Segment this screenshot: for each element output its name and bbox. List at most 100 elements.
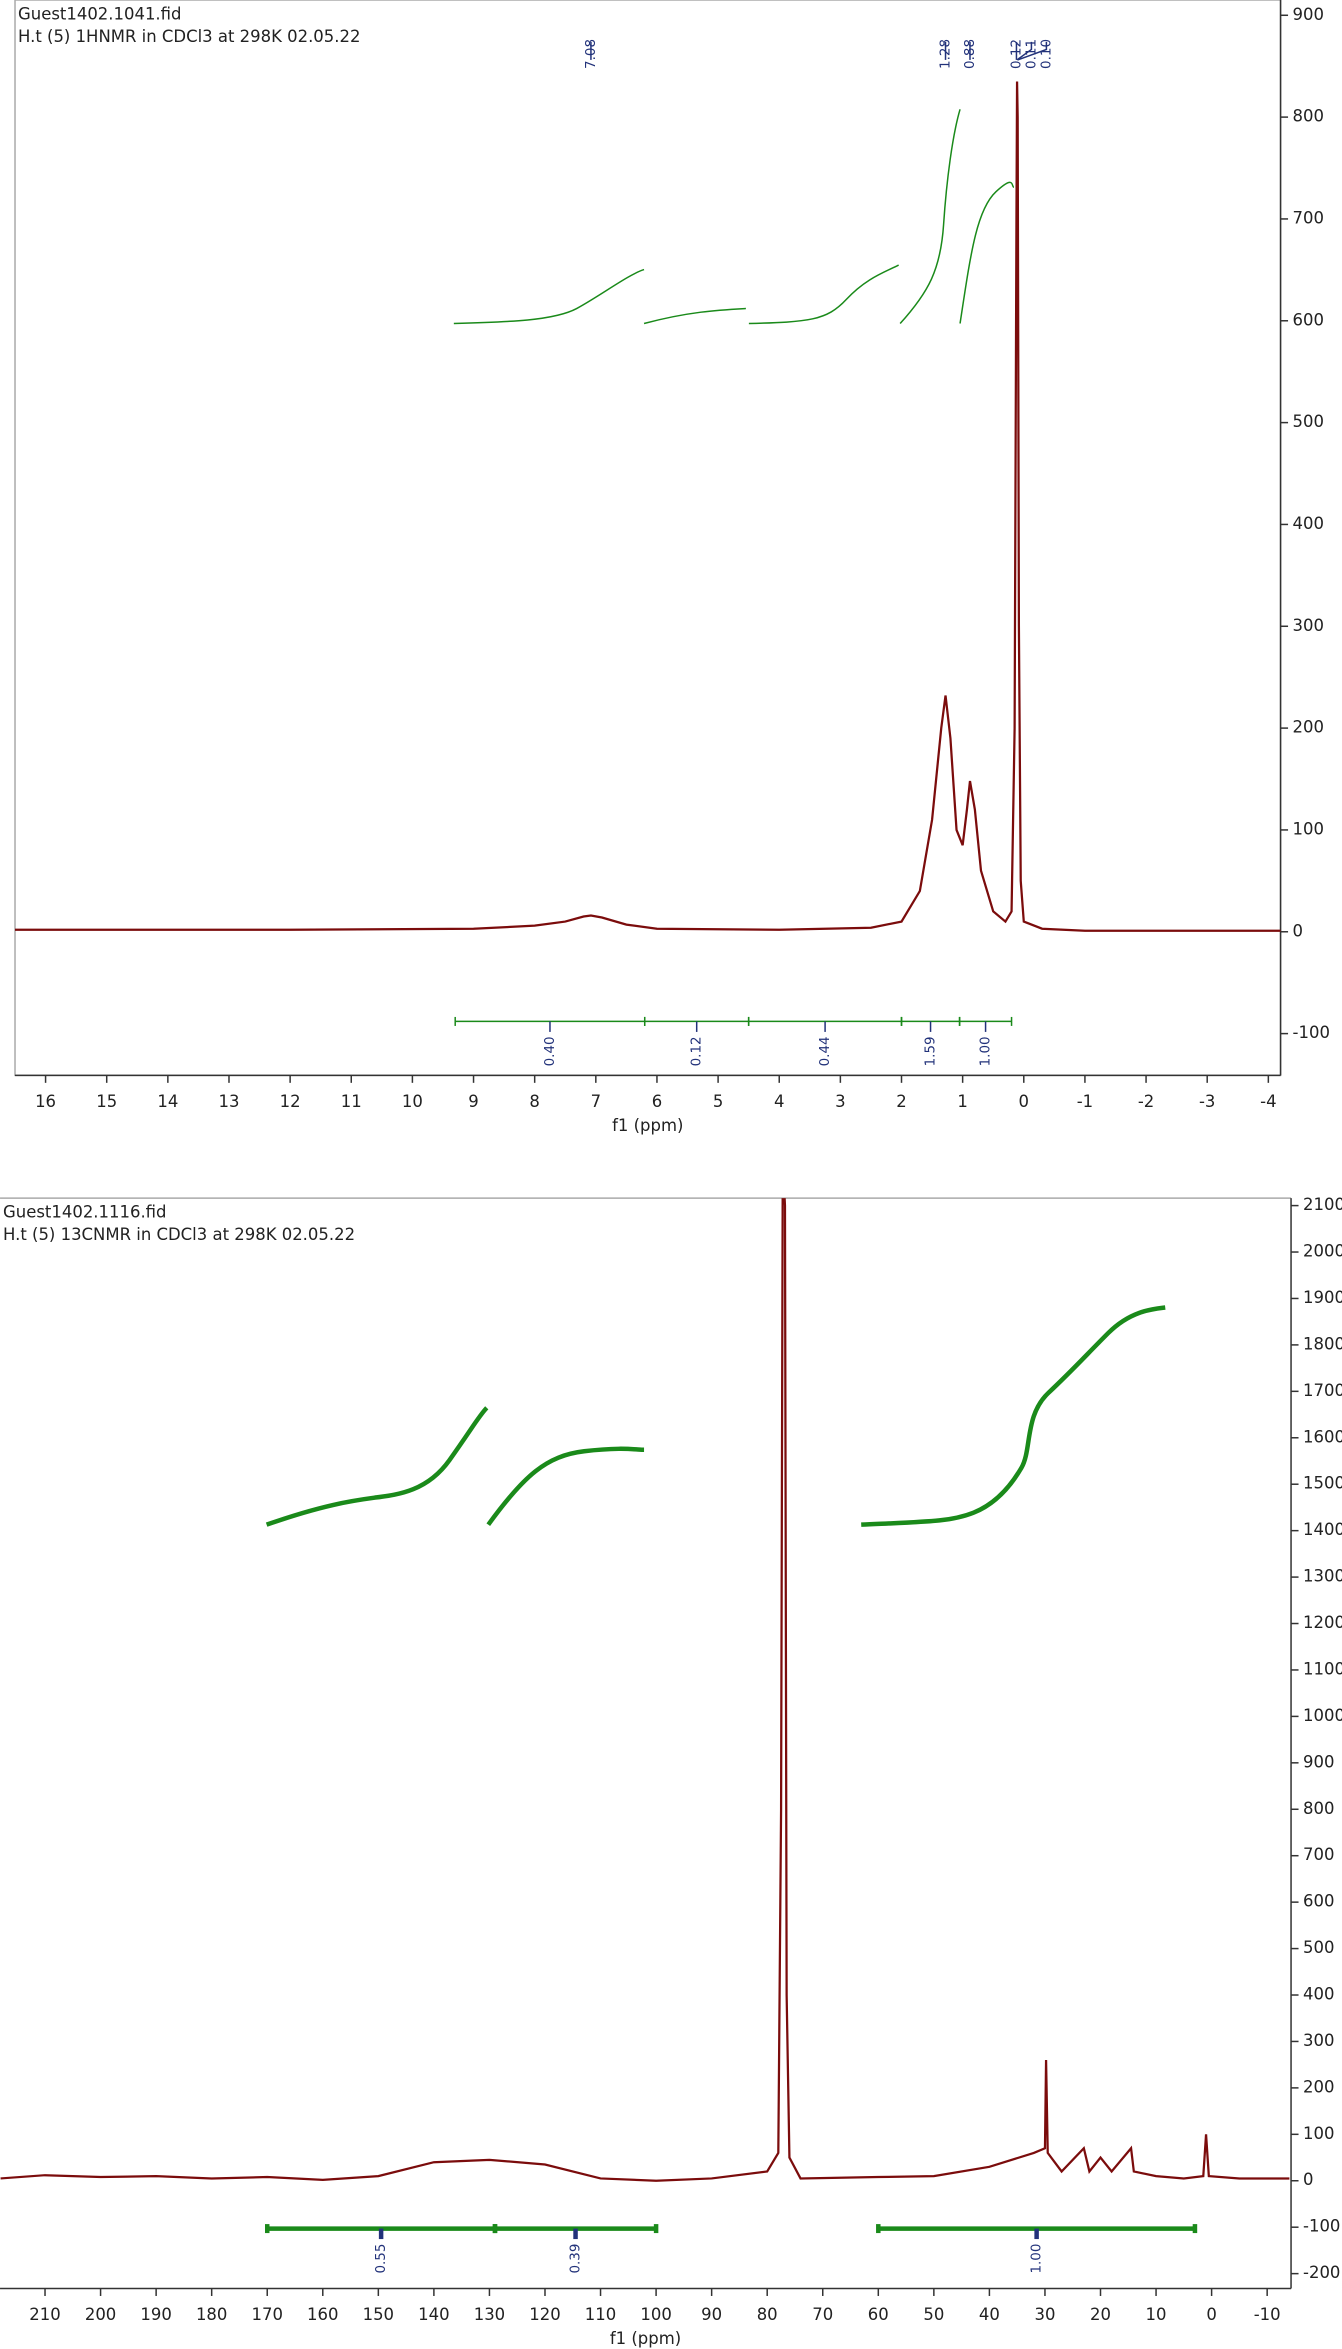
integral-label: 0.39 <box>568 2244 584 2274</box>
y-tick-label: 800 <box>1303 1799 1334 1818</box>
y-tick-label: -200 <box>1303 2263 1340 2282</box>
y-tick-label: 1400 <box>1303 1520 1342 1539</box>
y-tick-label: 600 <box>1293 310 1324 329</box>
y-tick-label: 2100 <box>1303 1195 1342 1214</box>
x-tick-label: 90 <box>701 2305 722 2324</box>
y-tick-label: 1000 <box>1303 1706 1342 1725</box>
x-tick-label: -2 <box>1138 1092 1154 1111</box>
x-tick-label: 10 <box>402 1092 423 1111</box>
x-tick-label: 8 <box>529 1092 539 1111</box>
x-tick-label: 14 <box>157 1092 178 1111</box>
x-tick-label: -1 <box>1077 1092 1093 1111</box>
integral-curve <box>899 109 961 325</box>
x-tick-label: 50 <box>923 2305 944 2324</box>
x-tick-label: 3 <box>835 1092 845 1111</box>
y-tick-label: -100 <box>1293 1023 1330 1042</box>
y-tick-label: 2000 <box>1303 1242 1342 1261</box>
spectrum-line <box>15 81 1281 932</box>
y-tick-label: 700 <box>1303 1845 1334 1864</box>
y-tick-label: 100 <box>1303 2124 1334 2143</box>
peak-marker <box>1016 41 1033 61</box>
x-tick-label: 0 <box>1019 1092 1029 1111</box>
integral-curve <box>959 181 1015 324</box>
x-tick-label: 60 <box>868 2305 889 2324</box>
y-tick-label: 900 <box>1303 1752 1334 1771</box>
peak-label: 0.10 <box>1038 39 1054 69</box>
x-axis-label: f1 (ppm) <box>610 2329 681 2348</box>
y-tick-label: 0 <box>1303 2170 1313 2189</box>
y-tick-label: 1100 <box>1303 1659 1342 1678</box>
y-tick-label: 1500 <box>1303 1474 1342 1493</box>
x-tick-label: 80 <box>757 2305 778 2324</box>
x-tick-label: 2 <box>896 1092 906 1111</box>
x-tick-label: 130 <box>474 2305 505 2324</box>
x-tick-label: 210 <box>29 2305 60 2324</box>
integral-curve <box>453 268 645 325</box>
x-tick-label: -10 <box>1254 2305 1281 2324</box>
integral-curve <box>486 1446 645 1526</box>
peak-label: 0.88 <box>962 39 978 69</box>
x-tick-label: 4 <box>774 1092 784 1111</box>
integral-curve <box>861 1305 1166 1527</box>
x-tick-label: 190 <box>140 2305 171 2324</box>
x-tick-label: 15 <box>96 1092 117 1111</box>
x-tick-label: 1 <box>957 1092 967 1111</box>
x-tick-label: 150 <box>363 2305 394 2324</box>
integral-label: 1.00 <box>1029 2244 1045 2274</box>
x-tick-label: 170 <box>252 2305 283 2324</box>
spectrum-chart: Guest1402.1041.fid H.t (5) 1HNMR in CDCl3… <box>14 0 1330 1135</box>
x-tick-label: 100 <box>640 2305 671 2324</box>
y-tick-label: 700 <box>1293 208 1324 227</box>
subtitle: H.t (5) 1HNMR in CDCl3 at 298K 02.05.22 <box>18 27 360 46</box>
x-tick-label: 160 <box>307 2305 338 2324</box>
y-tick-label: 1300 <box>1303 1567 1342 1586</box>
peak-label: 0.12 <box>1008 39 1024 69</box>
plot-frame <box>14 0 1282 1077</box>
title: Guest1402.1041.fid <box>18 4 181 23</box>
x-tick-label: 70 <box>812 2305 833 2324</box>
peak-label: 0.11 <box>1023 39 1039 69</box>
x-tick-label: 13 <box>219 1092 240 1111</box>
subtitle: H.t (5) 13CNMR in CDCl3 at 298K 02.05.22 <box>3 1225 355 1244</box>
integral-label: 0.12 <box>689 1036 705 1066</box>
peak-label: 1.28 <box>938 39 954 69</box>
y-tick-label: -100 <box>1303 2217 1340 2236</box>
y-tick-label: 1600 <box>1303 1427 1342 1446</box>
integral-label: 1.59 <box>923 1036 939 1066</box>
x-tick-label: 9 <box>468 1092 478 1111</box>
x-tick-label: 110 <box>585 2305 616 2324</box>
integral-curve <box>748 264 899 325</box>
y-tick-label: 400 <box>1293 514 1324 533</box>
x-tick-label: 11 <box>341 1092 362 1111</box>
x-tick-label: 5 <box>713 1092 723 1111</box>
x-tick-label: 30 <box>1034 2305 1055 2324</box>
x-tick-label: 120 <box>529 2305 560 2324</box>
spectrum-chart: Guest1402.1116.fid H.t (5) 13CNMR in CDCl… <box>0 1195 1342 2348</box>
x-tick-label: 200 <box>85 2305 116 2324</box>
y-tick-label: 500 <box>1293 412 1324 431</box>
integral-curve <box>265 1406 489 1527</box>
x-tick-label: 16 <box>35 1092 56 1111</box>
y-tick-label: 300 <box>1293 616 1324 635</box>
y-tick-label: 900 <box>1293 5 1324 24</box>
y-tick-label: 600 <box>1303 1892 1334 1911</box>
integral-label: 0.55 <box>373 2244 389 2274</box>
integral-label: 0.40 <box>542 1036 558 1066</box>
y-tick-label: 200 <box>1293 718 1324 737</box>
peak-label: 7.08 <box>583 39 599 69</box>
x-tick-label: 7 <box>591 1092 601 1111</box>
y-tick-label: 500 <box>1303 1938 1334 1957</box>
y-tick-label: 800 <box>1293 107 1324 126</box>
x-tick-label: 10 <box>1146 2305 1167 2324</box>
x-tick-label: -4 <box>1260 1092 1276 1111</box>
y-tick-label: 1900 <box>1303 1288 1342 1307</box>
x-tick-label: 40 <box>979 2305 1000 2324</box>
x-tick-label: 6 <box>652 1092 662 1111</box>
x-tick-label: 20 <box>1090 2305 1111 2324</box>
x-axis-label: f1 (ppm) <box>612 1116 683 1135</box>
x-tick-label: 12 <box>280 1092 301 1111</box>
y-tick-label: 1800 <box>1303 1334 1342 1353</box>
y-tick-label: 200 <box>1303 2077 1334 2096</box>
y-tick-label: 100 <box>1293 819 1324 838</box>
